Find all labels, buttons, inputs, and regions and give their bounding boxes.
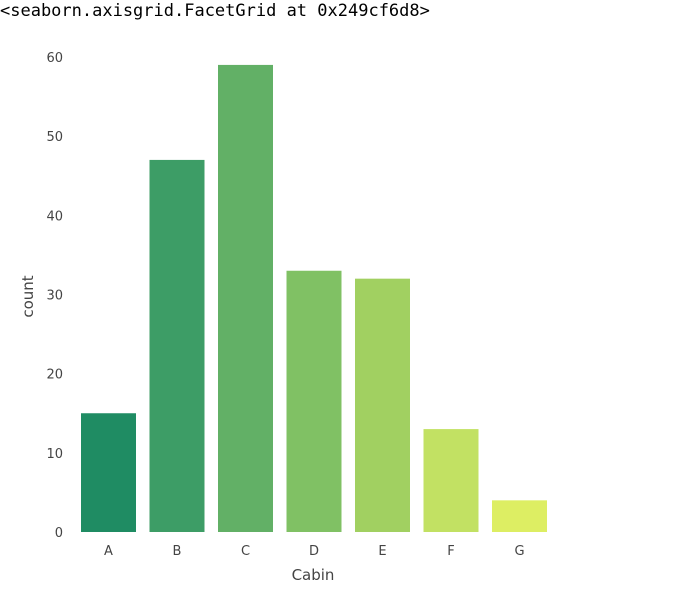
bar-d [286, 270, 342, 532]
y-tick-label: 60 [46, 51, 63, 66]
y-tick-label: 20 [46, 368, 63, 383]
y-tick-label: 10 [46, 447, 63, 462]
bar-f [423, 429, 479, 532]
bar-e [355, 278, 410, 532]
bar-c [218, 64, 273, 533]
y-axis-label: count [19, 275, 37, 317]
x-tick-label: D [309, 544, 319, 559]
bar-g [492, 500, 547, 532]
x-tick-label: F [447, 544, 454, 559]
x-tick-label: A [104, 544, 113, 559]
y-tick-label: 0 [55, 526, 63, 541]
bars [81, 64, 547, 533]
bar-b [149, 159, 205, 532]
bar-a [81, 413, 136, 532]
x-tick-label: C [241, 544, 250, 559]
y-axis-ticks: 0 10 20 30 40 50 60 [46, 51, 63, 541]
output-repr-text: <seaborn.axisgrid.FacetGrid at 0x249cf6d… [0, 1, 430, 21]
y-tick-label: 40 [46, 209, 63, 224]
y-tick-label: 30 [46, 289, 63, 304]
y-tick-label: 50 [46, 130, 63, 145]
x-tick-label: G [514, 544, 524, 559]
x-tick-label: B [173, 544, 182, 559]
x-axis-ticks: A B C D E F G [104, 544, 524, 559]
x-axis-label: Cabin [292, 566, 335, 584]
x-tick-label: E [378, 544, 386, 559]
